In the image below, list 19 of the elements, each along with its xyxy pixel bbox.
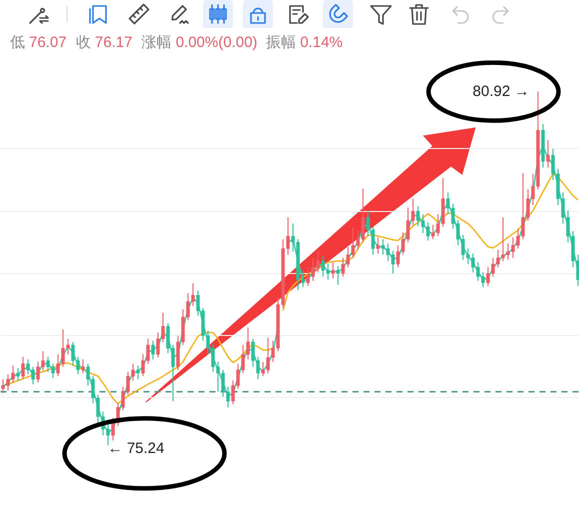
text: 振幅 [266, 34, 296, 51]
candlestick [546, 140, 550, 168]
candlestick [136, 365, 140, 380]
text: 收 [76, 34, 91, 51]
candlestick [336, 265, 340, 286]
annotation: ← 75.24 [108, 440, 164, 457]
annotation: 80.92 → [472, 83, 530, 100]
text: 76.17 [94, 34, 132, 51]
candlestick [21, 356, 25, 380]
candlestick [151, 340, 155, 360]
candlestick [331, 262, 335, 279]
candlestick [81, 358, 85, 374]
text: 0.00%(0.00) [176, 34, 258, 51]
candlestick [376, 236, 380, 254]
text: 0.14% [300, 34, 343, 51]
text: 涨幅 [142, 34, 172, 51]
text: 76.07 [29, 34, 67, 51]
candlestick [16, 368, 20, 382]
text: 低 [10, 34, 25, 51]
